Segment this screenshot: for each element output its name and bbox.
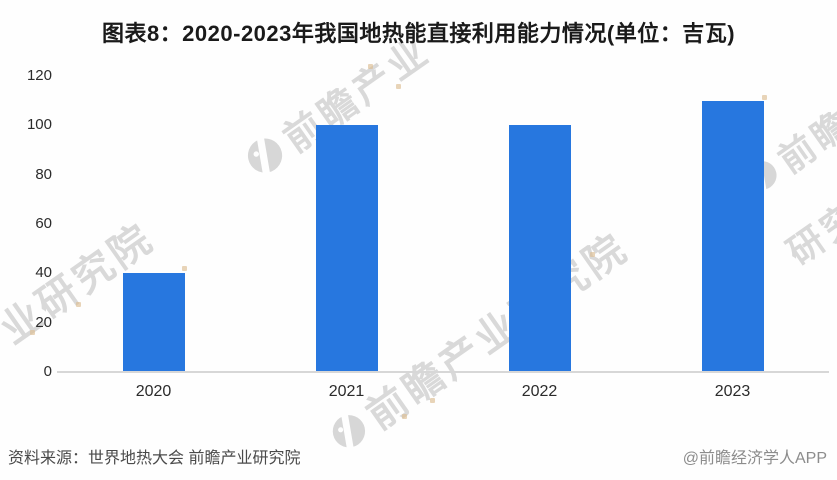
x-tick-label: 2022 — [521, 383, 558, 400]
chart-title: 图表8：2020-2023年我国地热能直接利用能力情况(单位：吉瓦) — [101, 21, 736, 46]
x-tick-label: 2020 — [135, 383, 172, 400]
watermark-dot — [402, 414, 407, 419]
x-axis-labels: 2020 2021 2022 2023 — [57, 383, 829, 401]
brand-credit: @前瞻经济学人APP — [682, 450, 827, 467]
bar-slot — [250, 76, 443, 372]
source-note: 资料来源：世界地热大会 前瞻产业研究院 — [8, 450, 301, 467]
watermark-dot — [368, 64, 373, 69]
bar-2023 — [701, 101, 764, 372]
bars-container — [57, 76, 829, 372]
x-tick-label: 2023 — [714, 383, 751, 400]
qianzhan-logo-icon — [332, 414, 366, 451]
y-tick-label: 120 — [26, 67, 52, 84]
y-tick-label: 0 — [43, 363, 52, 380]
bar-2020 — [122, 273, 185, 372]
bar-slot — [443, 76, 636, 372]
y-axis-ticks: 0 20 40 60 80 100 120 — [0, 0, 52, 480]
bar-slot — [57, 76, 250, 372]
x-axis-line — [57, 371, 829, 373]
bar-2021 — [315, 125, 378, 372]
bar-2022 — [508, 125, 571, 372]
bar-slot — [636, 76, 829, 372]
y-tick-label: 80 — [35, 165, 52, 183]
y-tick-label: 60 — [35, 215, 52, 232]
x-tick-label: 2021 — [328, 383, 365, 400]
y-tick-label: 40 — [35, 264, 52, 282]
y-tick-label: 100 — [26, 116, 52, 134]
y-tick-label: 20 — [35, 313, 52, 331]
